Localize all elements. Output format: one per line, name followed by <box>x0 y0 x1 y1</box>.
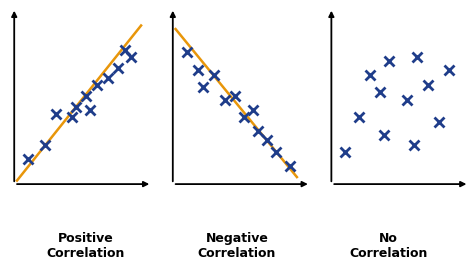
Text: No
Correlation: No Correlation <box>349 232 428 260</box>
Text: Positive
Correlation: Positive Correlation <box>46 232 125 260</box>
Text: Negative
Correlation: Negative Correlation <box>198 232 276 260</box>
